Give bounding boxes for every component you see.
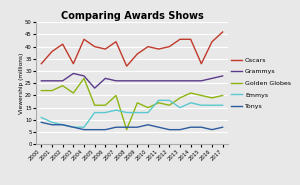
- Tonys: [221, 126, 224, 128]
- Oscars: [157, 48, 160, 50]
- Golden Globes: [103, 104, 107, 106]
- Tonys: [136, 126, 139, 128]
- Oscars: [200, 63, 203, 65]
- Golden Globes: [189, 92, 193, 94]
- Grammys: [114, 80, 118, 82]
- Tonys: [146, 124, 150, 126]
- Oscars: [167, 46, 171, 48]
- Oscars: [103, 48, 107, 50]
- Grammys: [189, 80, 193, 82]
- Emmys: [178, 107, 182, 109]
- Emmys: [221, 104, 224, 106]
- Oscars: [210, 41, 214, 43]
- Emmys: [167, 99, 171, 101]
- Emmys: [82, 126, 86, 128]
- Oscars: [221, 31, 224, 33]
- Emmys: [50, 121, 54, 123]
- Tonys: [125, 126, 128, 128]
- Tonys: [50, 124, 54, 126]
- Golden Globes: [71, 92, 75, 94]
- Oscars: [136, 53, 139, 55]
- Tonys: [167, 129, 171, 131]
- Oscars: [93, 46, 97, 48]
- Tonys: [157, 126, 160, 128]
- Emmys: [210, 104, 214, 106]
- Golden Globes: [146, 107, 150, 109]
- Emmys: [136, 111, 139, 114]
- Oscars: [189, 38, 193, 40]
- Emmys: [146, 111, 150, 114]
- Golden Globes: [82, 77, 86, 80]
- Tonys: [178, 129, 182, 131]
- Grammys: [103, 77, 107, 80]
- Grammys: [136, 80, 139, 82]
- Oscars: [82, 38, 86, 40]
- Emmys: [157, 99, 160, 101]
- Tonys: [61, 124, 64, 126]
- Emmys: [40, 116, 43, 119]
- Emmys: [93, 111, 97, 114]
- Oscars: [178, 38, 182, 40]
- Grammys: [50, 80, 54, 82]
- Y-axis label: Viewership (millions): Viewership (millions): [19, 53, 24, 114]
- Tonys: [71, 126, 75, 128]
- Oscars: [50, 50, 54, 53]
- Golden Globes: [125, 129, 128, 131]
- Golden Globes: [210, 97, 214, 99]
- Tonys: [93, 129, 97, 131]
- Golden Globes: [61, 85, 64, 87]
- Tonys: [200, 126, 203, 128]
- Golden Globes: [157, 102, 160, 104]
- Grammys: [93, 87, 97, 89]
- Line: Golden Globes: Golden Globes: [41, 78, 223, 130]
- Line: Tonys: Tonys: [41, 122, 223, 130]
- Golden Globes: [167, 104, 171, 106]
- Golden Globes: [93, 104, 97, 106]
- Oscars: [125, 65, 128, 67]
- Emmys: [189, 102, 193, 104]
- Oscars: [146, 46, 150, 48]
- Grammys: [178, 80, 182, 82]
- Oscars: [71, 63, 75, 65]
- Grammys: [71, 72, 75, 75]
- Golden Globes: [114, 94, 118, 97]
- Golden Globes: [200, 94, 203, 97]
- Emmys: [125, 111, 128, 114]
- Tonys: [189, 126, 193, 128]
- Tonys: [40, 121, 43, 123]
- Grammys: [61, 80, 64, 82]
- Emmys: [71, 126, 75, 128]
- Grammys: [146, 80, 150, 82]
- Golden Globes: [178, 97, 182, 99]
- Emmys: [200, 104, 203, 106]
- Grammys: [167, 80, 171, 82]
- Golden Globes: [136, 102, 139, 104]
- Oscars: [40, 63, 43, 65]
- Tonys: [103, 129, 107, 131]
- Emmys: [103, 111, 107, 114]
- Grammys: [40, 80, 43, 82]
- Line: Grammys: Grammys: [41, 73, 223, 88]
- Emmys: [114, 109, 118, 111]
- Grammys: [125, 80, 128, 82]
- Oscars: [61, 43, 64, 45]
- Golden Globes: [221, 94, 224, 97]
- Line: Emmys: Emmys: [41, 100, 223, 127]
- Grammys: [157, 80, 160, 82]
- Tonys: [210, 129, 214, 131]
- Title: Comparing Awards Shows: Comparing Awards Shows: [61, 11, 203, 21]
- Grammys: [82, 75, 86, 77]
- Golden Globes: [40, 90, 43, 92]
- Oscars: [114, 41, 118, 43]
- Grammys: [221, 75, 224, 77]
- Tonys: [82, 129, 86, 131]
- Emmys: [61, 124, 64, 126]
- Grammys: [210, 77, 214, 80]
- Grammys: [200, 80, 203, 82]
- Golden Globes: [50, 90, 54, 92]
- Tonys: [114, 126, 118, 128]
- Legend: Oscars, Grammys, Golden Globes, Emmys, Tonys: Oscars, Grammys, Golden Globes, Emmys, T…: [231, 57, 291, 109]
- Line: Oscars: Oscars: [41, 32, 223, 66]
